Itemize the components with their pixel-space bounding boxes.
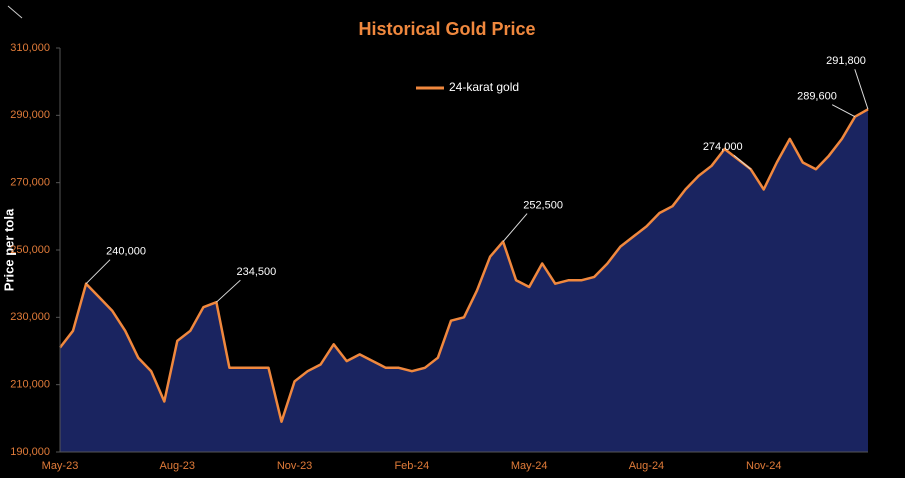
leader-line — [854, 69, 869, 110]
y-tick-label: 250,000 — [10, 244, 50, 256]
leader-line — [831, 104, 856, 118]
leader-line — [216, 279, 241, 303]
chart-title: Historical Gold Price — [358, 19, 535, 39]
x-tick-label: Nov-23 — [277, 460, 312, 472]
y-axis-title: Price per tola — [1, 208, 16, 291]
leader-line — [733, 154, 752, 170]
data-label: 240,000 — [106, 246, 146, 258]
data-label: 274,000 — [703, 141, 743, 153]
leader-line — [502, 213, 528, 242]
y-tick-label: 190,000 — [10, 446, 50, 458]
data-label: 234,500 — [237, 266, 277, 278]
area — [60, 109, 868, 453]
x-tick-label: Feb-24 — [394, 460, 429, 472]
data-label: 291,800 — [826, 55, 866, 67]
x-tick-label: Aug-24 — [629, 460, 664, 472]
x-tick-label: Nov-24 — [746, 460, 781, 472]
x-tick-label: May-24 — [511, 460, 548, 472]
y-tick-label: 290,000 — [10, 109, 50, 121]
data-label: 289,600 — [797, 91, 837, 103]
y-tick-label: 230,000 — [10, 311, 50, 323]
line — [59, 108, 869, 423]
y-tick-label: 310,000 — [10, 42, 50, 54]
leader-line — [85, 259, 111, 285]
corner-mark — [7, 5, 23, 19]
data-label: 252,500 — [523, 199, 563, 211]
x-tick-label: Aug-23 — [160, 460, 195, 472]
y-tick-label: 270,000 — [10, 177, 50, 189]
x-tick-label: May-23 — [42, 460, 79, 472]
y-tick-label: 210,000 — [10, 379, 50, 391]
legend-label: 24-karat gold — [449, 80, 519, 94]
